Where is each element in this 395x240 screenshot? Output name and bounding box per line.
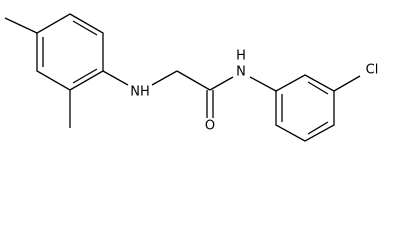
bond bbox=[209, 76, 234, 91]
methyl-bond bbox=[4, 17, 38, 34]
right-ring bbox=[275, 74, 335, 142]
atom-label: NH bbox=[130, 85, 150, 100]
structure-diagram: NH N H O Cl bbox=[4, 13, 379, 142]
bonds bbox=[4, 13, 361, 142]
left-ring bbox=[36, 13, 104, 91]
atom-label: O bbox=[205, 119, 215, 134]
bond bbox=[102, 70, 129, 86]
atom-label: Cl bbox=[366, 63, 379, 78]
double-bond bbox=[307, 81, 329, 95]
double-bond bbox=[72, 20, 98, 36]
bond bbox=[151, 70, 178, 86]
double-bond bbox=[72, 68, 98, 84]
bond bbox=[249, 76, 277, 92]
bond bbox=[333, 75, 361, 92]
atom-label: H bbox=[236, 49, 246, 64]
atom-label: N bbox=[236, 65, 246, 80]
double-bond bbox=[307, 121, 329, 135]
bond bbox=[176, 70, 211, 91]
